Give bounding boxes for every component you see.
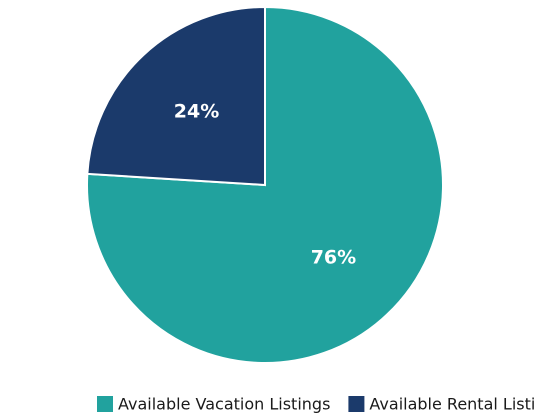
slice-label: 76% xyxy=(311,246,356,268)
legend-swatch xyxy=(97,396,113,412)
slice-label: 24% xyxy=(174,101,219,123)
legend-swatch xyxy=(348,396,365,412)
pie-slice xyxy=(86,5,266,187)
legend-label: Available Rental Listings xyxy=(369,395,536,414)
legend-label: Available Vacation Listings xyxy=(118,395,330,414)
pie-slice xyxy=(86,5,444,364)
